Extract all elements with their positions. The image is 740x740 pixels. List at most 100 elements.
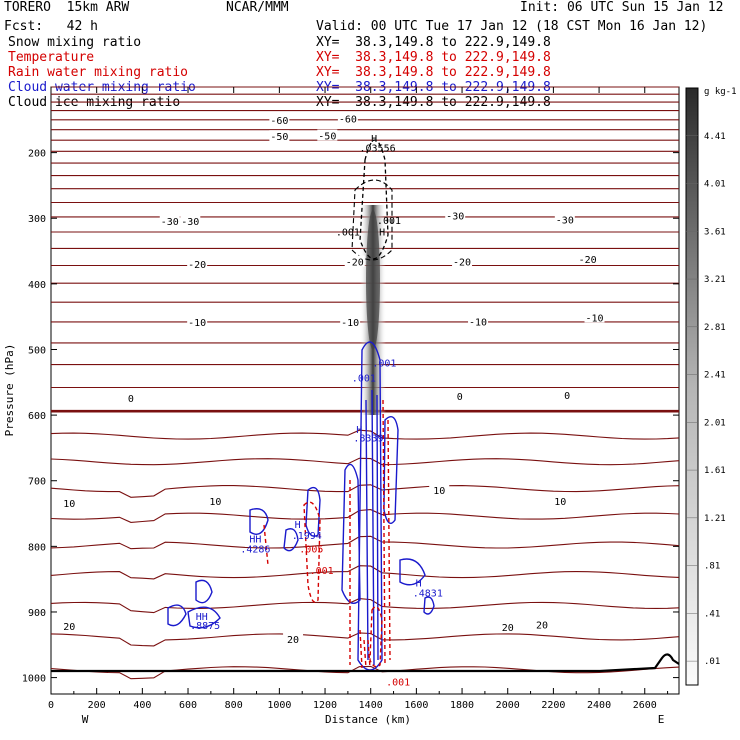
contour-annotation: HH: [249, 534, 261, 545]
isotherm-line: [50, 632, 680, 647]
isotherm-line: [50, 509, 680, 523]
temp-label-bg: [344, 255, 365, 267]
contour-annotation: HH: [196, 612, 208, 623]
x-tick-label: 200: [88, 700, 106, 711]
temp-label: -30: [556, 216, 574, 227]
isotherm-line: [50, 457, 680, 466]
temp-label-bg: [159, 214, 180, 226]
x-tick-label: 0: [48, 700, 54, 711]
x-tick-label: 1000: [267, 700, 291, 711]
contour-annotation: .001: [336, 227, 360, 238]
contour-annotation: H: [371, 134, 377, 145]
isotherm-line: [50, 565, 680, 580]
contour-annotation: H: [416, 578, 422, 589]
contour-annotation: H: [295, 520, 301, 531]
legend-label-snow: Snow mixing ratio: [8, 35, 142, 50]
colorbar-ticks: .01 .41 .81 1.21 1.61 2.01 2.41 2.81 3.21 3.61 4.0…: [704, 132, 726, 667]
temp-label-bg: [283, 632, 304, 644]
temp-label: -20: [188, 260, 206, 271]
x-tick-label: 800: [225, 700, 243, 711]
colorbar-tick-label: 2.41: [704, 371, 726, 381]
colorbar-tick-label: 3.61: [704, 227, 726, 237]
temp-label: -20: [346, 258, 364, 269]
legend-xy-temperature: XY= 38.3,149.8 to 222.9,149.8: [316, 50, 551, 65]
colorbar: [685, 87, 699, 686]
y-tick-label: 200: [28, 149, 46, 160]
colorbar-tick-label: 1.61: [704, 466, 726, 476]
x-axis-label: Distance (km): [325, 713, 411, 726]
terrain-surface: [51, 653, 680, 673]
temp-label: -10: [188, 318, 206, 329]
colorbar-tick-label: .41: [704, 609, 720, 619]
contour-annotation: .8875: [190, 621, 220, 632]
temp-label-bg: [187, 258, 208, 270]
x-tick-label: 2400: [587, 700, 611, 711]
temp-label: 20: [287, 635, 299, 646]
rain-water-contours: [263, 399, 391, 669]
temp-label-bg: [187, 315, 208, 327]
contour-annotation: H: [379, 227, 385, 238]
model-title: TORERO 15km ARW: [4, 0, 130, 15]
y-tick-label: 300: [28, 214, 46, 225]
x-tick-label: 600: [179, 700, 197, 711]
legend-label-cloud-water: Cloud water mixing ratio: [8, 80, 196, 95]
temp-label: 20: [63, 622, 75, 633]
temp-label: -20: [453, 258, 471, 269]
temp-label-bg: [337, 112, 358, 124]
y-axis-label: Pressure (hPa): [3, 344, 16, 437]
y-tick-label: 700: [28, 477, 46, 488]
colorbar-units: g kg-1: [704, 87, 737, 97]
temp-label: -30: [181, 217, 199, 228]
temp-label: 0: [128, 394, 134, 405]
legend-label-temperature: Temperature: [8, 50, 95, 65]
temp-label: 20: [502, 623, 514, 634]
temp-label: -30: [446, 212, 464, 223]
temp-label: -60: [270, 116, 288, 127]
temp-label-bg: [269, 113, 290, 125]
temp-label-bg: [468, 315, 489, 327]
x-tick-label: 2000: [496, 700, 520, 711]
contour-annotation: .03556: [359, 143, 395, 154]
temp-label: 10: [209, 497, 221, 508]
contour-annotation: .001: [372, 359, 396, 370]
temp-label-bg: [180, 214, 201, 226]
temp-label: -10: [585, 313, 603, 324]
temp-label-bg: [429, 483, 450, 495]
x-tick-label: 400: [133, 700, 151, 711]
x-axis: 0 200 400 600 800 1000 1200 1400 1600 1800 2000 220…: [48, 87, 669, 711]
temp-label-bg: [531, 618, 552, 630]
contour-annotation: H: [356, 425, 362, 436]
cloud-ice-contour: [359, 139, 389, 260]
colorbar-tick-label: 1.21: [704, 514, 726, 524]
temp-label: -10: [469, 317, 487, 328]
contour-annotation: .4286: [240, 544, 270, 555]
temp-label: -50: [270, 132, 288, 143]
x-end-label-east: E: [658, 713, 665, 726]
temp-label-bg: [557, 388, 578, 400]
temp-label-bg: [120, 392, 141, 404]
contour-annotation: .8339: [353, 433, 383, 444]
temp-label: -20: [579, 255, 597, 266]
temp-label: -60: [339, 114, 357, 125]
legend-xy-rain: XY= 38.3,149.8 to 222.9,149.8: [316, 65, 551, 80]
cloud-water-contours: [167, 341, 435, 671]
y-tick-label: 900: [28, 608, 46, 619]
temp-label: -10: [341, 318, 359, 329]
isotherm-line: [50, 598, 680, 614]
temp-label-bg: [584, 311, 605, 323]
y-tick-label: 600: [28, 411, 46, 422]
colorbar-tick-label: 2.01: [704, 418, 726, 428]
colorbar-tick-label: 4.01: [704, 180, 726, 190]
colorbar-tick-label: 2.81: [704, 323, 726, 333]
colorbar-tick-label: 4.41: [704, 132, 726, 142]
colorbar-tick-label: .81: [704, 562, 720, 572]
temperature-labels: -60 -60-50 -50-30 -30 -30 -30-20 -20 -20 -20-10-…: [59, 112, 605, 646]
isotherm-line: [50, 429, 680, 440]
temp-label-bg: [59, 619, 80, 631]
x-tick-label: 1200: [313, 700, 337, 711]
isotherm-line: [50, 484, 680, 498]
temp-label: 20: [536, 620, 548, 631]
temp-label-bg: [269, 130, 290, 142]
contour-annotation: .001: [310, 566, 334, 577]
